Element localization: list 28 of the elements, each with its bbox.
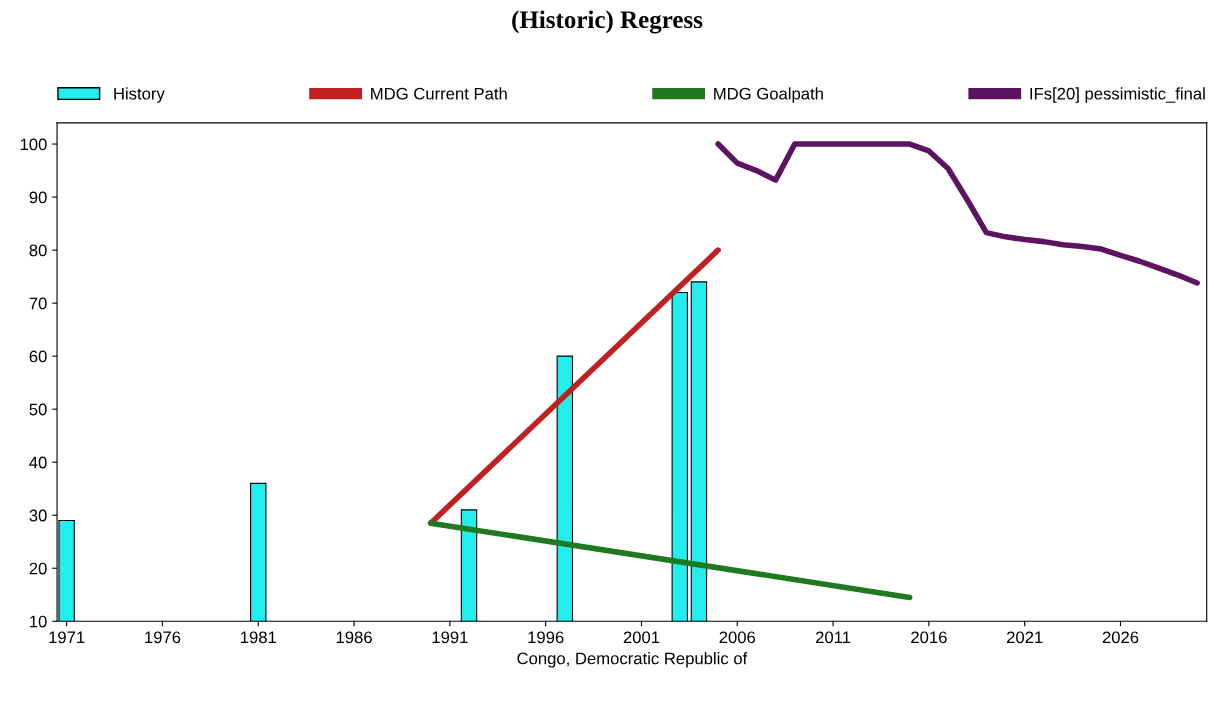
- y-tick-label: 80: [29, 244, 47, 257]
- y-tick-label: 40: [29, 456, 47, 469]
- legend-label: IFs[20] pessimistic_final: [1030, 87, 1205, 103]
- x-tick-label: 1996: [528, 631, 564, 644]
- x-tick-label: 1971: [49, 631, 85, 644]
- y-tick-label: 10: [30, 615, 47, 628]
- x-tick-label: 1976: [145, 631, 181, 644]
- x-axis-title: Congo, Democratic Republic of: [517, 652, 748, 668]
- y-tick-label: 60: [29, 350, 47, 363]
- chart-title: (Historic) Regress: [512, 10, 703, 34]
- y-tick-label: 30: [29, 509, 47, 522]
- x-tick-label: 2001: [623, 631, 660, 644]
- x-tick-label: 2026: [1102, 631, 1139, 644]
- x-tick-label: 2006: [719, 631, 756, 644]
- y-tick-label: 70: [29, 297, 47, 310]
- x-tick-label: 1986: [336, 631, 372, 644]
- y-tick-label: 50: [29, 403, 47, 416]
- x-tick-label: 2011: [815, 631, 851, 644]
- legend-label: MDG Goalpath: [714, 87, 823, 103]
- legend-label: MDG Current Path: [371, 87, 507, 100]
- x-tick-label: 1981: [240, 631, 276, 644]
- y-tick-label: 20: [29, 562, 47, 575]
- x-tick-label: 2021: [1006, 631, 1043, 644]
- x-tick-label: 2016: [911, 631, 947, 644]
- x-tick-label: 1991: [432, 631, 468, 644]
- legend-label: History: [114, 87, 165, 103]
- y-tick-label: 90: [29, 191, 47, 204]
- y-tick-label: 100: [20, 138, 47, 151]
